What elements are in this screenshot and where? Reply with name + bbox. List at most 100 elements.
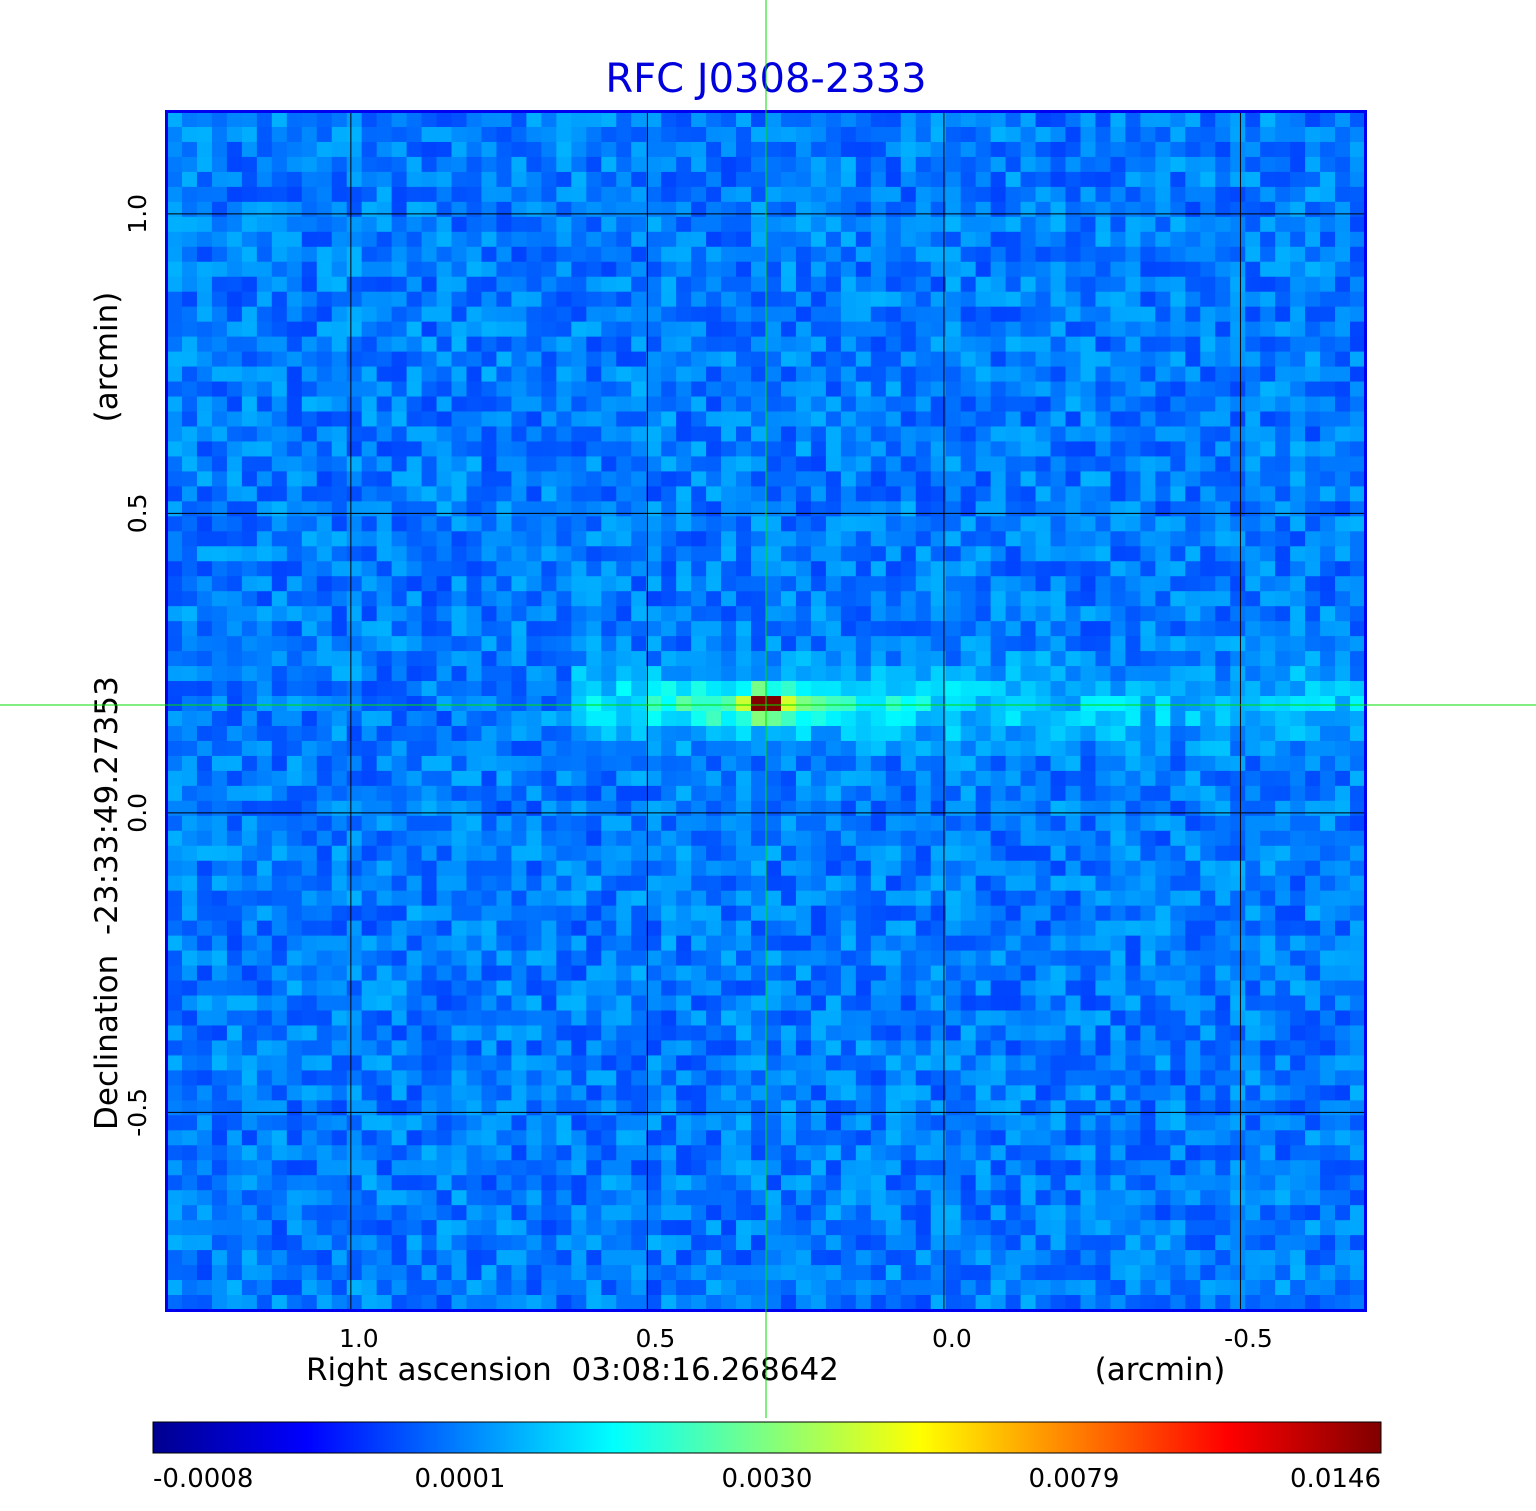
heatmap-cell: [226, 666, 243, 682]
heatmap-cell: [196, 291, 213, 308]
heatmap-cell: [271, 516, 288, 532]
heatmap-cell: [241, 201, 258, 218]
heatmap-cell: [990, 950, 1007, 967]
heatmap-cell: [286, 516, 303, 532]
heatmap-cell: [1005, 531, 1022, 547]
heatmap-cell: [211, 141, 228, 158]
heatmap-cell: [511, 905, 527, 922]
heatmap-cell: [1260, 621, 1276, 637]
heatmap-cell: [676, 231, 692, 248]
heatmap-cell: [676, 1010, 692, 1027]
heatmap-cell: [1140, 186, 1156, 203]
heatmap-cell: [960, 1010, 977, 1027]
heatmap-cell: [1155, 321, 1171, 338]
heatmap-cell: [1125, 696, 1141, 712]
heatmap-cell: [331, 231, 348, 248]
heatmap-cell: [1035, 501, 1052, 517]
heatmap-cell: [751, 711, 767, 727]
heatmap-cell: [211, 815, 228, 832]
heatmap-cell: [241, 441, 258, 458]
heatmap-cell: [721, 201, 737, 218]
heatmap-cell: [1245, 321, 1261, 338]
heatmap-cell: [271, 860, 288, 877]
heatmap-cell: [766, 725, 782, 742]
heatmap-cell: [256, 860, 273, 877]
heatmap-cell: [466, 186, 483, 203]
heatmap-cell: [1170, 126, 1186, 143]
heatmap-cell: [1035, 276, 1052, 293]
heatmap-cell: [885, 666, 902, 682]
heatmap-cell: [885, 381, 902, 398]
heatmap-cell: [346, 381, 363, 398]
heatmap-cell: [1035, 696, 1052, 712]
heatmap-cell: [601, 711, 617, 727]
heatmap-cell: [481, 141, 498, 158]
heatmap-cell: [1170, 815, 1186, 832]
heatmap-cell: [421, 875, 438, 892]
heatmap-cell: [1080, 845, 1097, 862]
heatmap-cell: [855, 890, 872, 907]
heatmap-cell: [1290, 471, 1306, 487]
heatmap-cell: [196, 546, 213, 562]
heatmap-cell: [900, 546, 917, 562]
heatmap-cell: [1170, 336, 1186, 353]
heatmap-cell: [930, 366, 947, 383]
heatmap-cell: [1110, 546, 1126, 562]
heatmap-cell: [631, 980, 647, 997]
heatmap-cell: [466, 231, 483, 248]
heatmap-cell: [661, 306, 677, 323]
heatmap-cell: [406, 860, 423, 877]
heatmap-cell: [855, 740, 872, 757]
heatmap-cell: [930, 441, 947, 458]
heatmap-cell: [1320, 441, 1336, 458]
heatmap-cell: [1110, 112, 1126, 128]
heatmap-cell: [616, 336, 632, 353]
heatmap-cell: [1035, 576, 1052, 592]
heatmap-cell: [1065, 905, 1082, 922]
heatmap-cell: [661, 336, 677, 353]
heatmap-cell: [541, 411, 557, 428]
heatmap-cell: [241, 755, 258, 772]
heatmap-cell: [691, 800, 707, 817]
heatmap-cell: [571, 501, 587, 517]
heatmap-cell: [1320, 336, 1336, 353]
heatmap-cell: [751, 411, 767, 428]
heatmap-cell: [226, 456, 243, 472]
heatmap-cell: [436, 396, 453, 413]
heatmap-cell: [855, 651, 872, 667]
heatmap-cell: [1065, 441, 1082, 458]
heatmap-cell: [391, 112, 408, 128]
heatmap-cell: [436, 246, 453, 263]
heatmap-cell: [1350, 426, 1366, 443]
heatmap-cell: [1140, 621, 1156, 637]
heatmap-cell: [870, 426, 887, 443]
heatmap-cell: [256, 426, 273, 443]
heatmap-cell: [346, 860, 363, 877]
heatmap-cell: [1275, 995, 1291, 1012]
heatmap-cell: [211, 651, 228, 667]
heatmap-cell: [1095, 711, 1112, 727]
heatmap-cell: [1020, 965, 1037, 982]
heatmap-cell: [511, 965, 527, 982]
heatmap-cell: [616, 486, 632, 502]
heatmap-cell: [915, 681, 932, 697]
heatmap-cell: [676, 785, 692, 802]
heatmap-cell: [1050, 740, 1067, 757]
heatmap-cell: [1125, 651, 1141, 667]
heatmap-cell: [1080, 441, 1097, 458]
heatmap-cell: [496, 725, 513, 742]
heatmap-cell: [1335, 711, 1351, 727]
heatmap-cell: [271, 800, 288, 817]
heatmap-cell: [1290, 830, 1306, 847]
heatmap-cell: [466, 875, 483, 892]
heatmap-cell: [1350, 681, 1366, 697]
heatmap-cell: [361, 815, 378, 832]
heatmap-cell: [361, 755, 378, 772]
heatmap-cell: [780, 426, 797, 443]
heatmap-cell: [1335, 441, 1351, 458]
heatmap-cell: [975, 321, 992, 338]
heatmap-cell: [586, 501, 602, 517]
heatmap-cell: [975, 201, 992, 218]
heatmap-cell: [975, 800, 992, 817]
